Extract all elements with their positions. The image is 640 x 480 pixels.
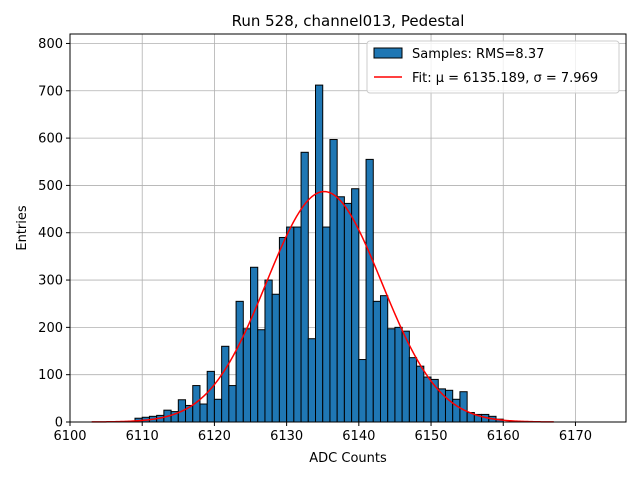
y-tick-label: 700	[38, 84, 63, 99]
histogram-bar	[379, 295, 389, 423]
histogram-bar	[206, 370, 215, 423]
x-tick-label: 6120	[198, 429, 231, 444]
histogram-bar	[278, 236, 288, 423]
plot-area-frame	[69, 33, 627, 423]
y-axis-title: Entries	[15, 205, 30, 251]
histogram-bar	[300, 151, 309, 423]
histogram-bar	[401, 330, 410, 423]
histogram-bar	[365, 158, 374, 423]
histogram-bar	[257, 329, 266, 423]
histogram-bar	[264, 279, 273, 423]
histogram-bar	[221, 345, 230, 423]
histogram-bar	[343, 202, 353, 423]
histogram-bar	[329, 139, 338, 423]
histogram-bar	[387, 328, 396, 423]
histogram-bar	[322, 226, 331, 423]
x-tick-label: 6170	[559, 429, 592, 444]
x-axis-title: ADC Counts	[309, 451, 387, 466]
histogram-bar	[452, 398, 461, 423]
histogram-bar	[286, 226, 295, 423]
histogram-bar	[271, 293, 280, 423]
y-tick-label: 200	[38, 321, 63, 336]
histogram-bar	[213, 398, 223, 423]
chart-title: Run 528, channel013, Pedestal	[232, 12, 465, 30]
x-tick-label: 6160	[487, 429, 520, 444]
x-tick-label: 6140	[342, 429, 375, 444]
y-tick-label: 800	[38, 37, 63, 52]
histogram-bar	[423, 376, 432, 423]
histogram-bar	[293, 226, 302, 423]
histogram-bar	[372, 300, 381, 423]
histogram-bar	[459, 391, 468, 423]
histogram-bar	[408, 357, 418, 423]
x-tick-label: 6150	[414, 429, 447, 444]
legend: Samples: RMS=8.37 Fit: μ = 6135.189, σ =…	[366, 40, 620, 94]
histogram-bars	[134, 84, 504, 423]
histogram-bar	[315, 84, 324, 423]
legend-box	[366, 40, 620, 94]
y-tick-label: 0	[55, 416, 63, 431]
legend-histogram-label: Samples: RMS=8.37	[412, 47, 544, 62]
x-axis-ticks: 6100 6110 6120 6130 6140 6150 6160 6170	[53, 422, 592, 444]
y-tick-label: 500	[38, 179, 63, 194]
histogram-bar	[228, 385, 237, 423]
x-tick-label: 6100	[53, 429, 86, 444]
x-tick-label: 6130	[270, 429, 303, 444]
y-axis-ticks: 0 100 200 300 400 500 600 700 800	[38, 37, 70, 431]
histogram-bar	[199, 403, 208, 423]
gaussian-fit-curve	[91, 190, 554, 423]
x-tick-label: 6110	[126, 429, 159, 444]
y-tick-label: 600	[38, 132, 63, 147]
y-tick-label: 300	[38, 274, 63, 289]
histogram-bar	[250, 266, 259, 423]
histogram-bar	[235, 300, 244, 423]
y-tick-label: 400	[38, 226, 63, 241]
histogram-bar	[416, 365, 425, 423]
histogram-bar	[242, 328, 252, 423]
histogram-bar	[307, 338, 317, 423]
legend-histogram-swatch	[373, 47, 403, 59]
histogram-bar	[394, 326, 403, 423]
y-tick-label: 100	[38, 368, 63, 383]
legend-fit-label: Fit: μ = 6135.189, σ = 7.969	[412, 71, 598, 86]
histogram-bar	[336, 196, 345, 423]
histogram-bar	[444, 389, 454, 423]
histogram-bar	[358, 359, 367, 423]
